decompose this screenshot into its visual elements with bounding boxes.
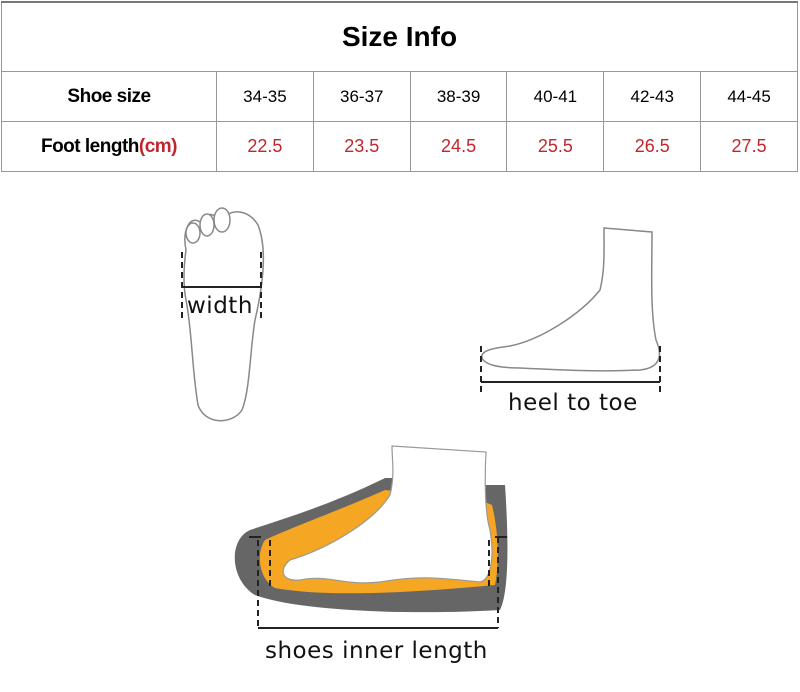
heel-to-toe-marker: [480, 346, 661, 392]
foot-length-cell: 26.5: [603, 121, 702, 172]
shoe-size-label: Shoe size: [1, 71, 217, 122]
shoe-cross-section-illustration: [234, 445, 508, 613]
shoe-size-cell: 44-45: [700, 71, 798, 122]
foot-length-cell: 25.5: [506, 121, 605, 172]
foot-length-text: Foot length: [40, 135, 139, 157]
foot-length-cell: 22.5: [216, 121, 314, 172]
unit-text: (cm): [138, 135, 178, 157]
foot-length-cell: 27.5: [700, 121, 798, 172]
inner-length-label: shoes inner length: [265, 638, 488, 664]
foot-top-view-illustration: [183, 207, 265, 422]
foot-length-cell: 23.5: [312, 121, 411, 172]
foot-length-cell: 24.5: [409, 121, 508, 172]
foot-length-row: Foot length(cm) 22.5 23.5 24.5 25.5 26.5…: [1, 121, 798, 172]
table-title: Size Info: [1, 1, 798, 72]
heel-to-toe-label: heel to toe: [508, 390, 638, 416]
foot-side-view-illustration: [481, 227, 661, 372]
foot-length-label: Foot length(cm): [1, 121, 217, 172]
inner-length-marker: [249, 536, 507, 629]
size-info-table: Size Info Shoe size 34-35 36-37 38-39 40…: [1, 1, 798, 172]
shoe-size-row: Shoe size 34-35 36-37 38-39 40-41 42-43 …: [1, 71, 798, 122]
shoe-size-cell: 40-41: [506, 71, 605, 122]
width-label: width: [187, 293, 253, 319]
